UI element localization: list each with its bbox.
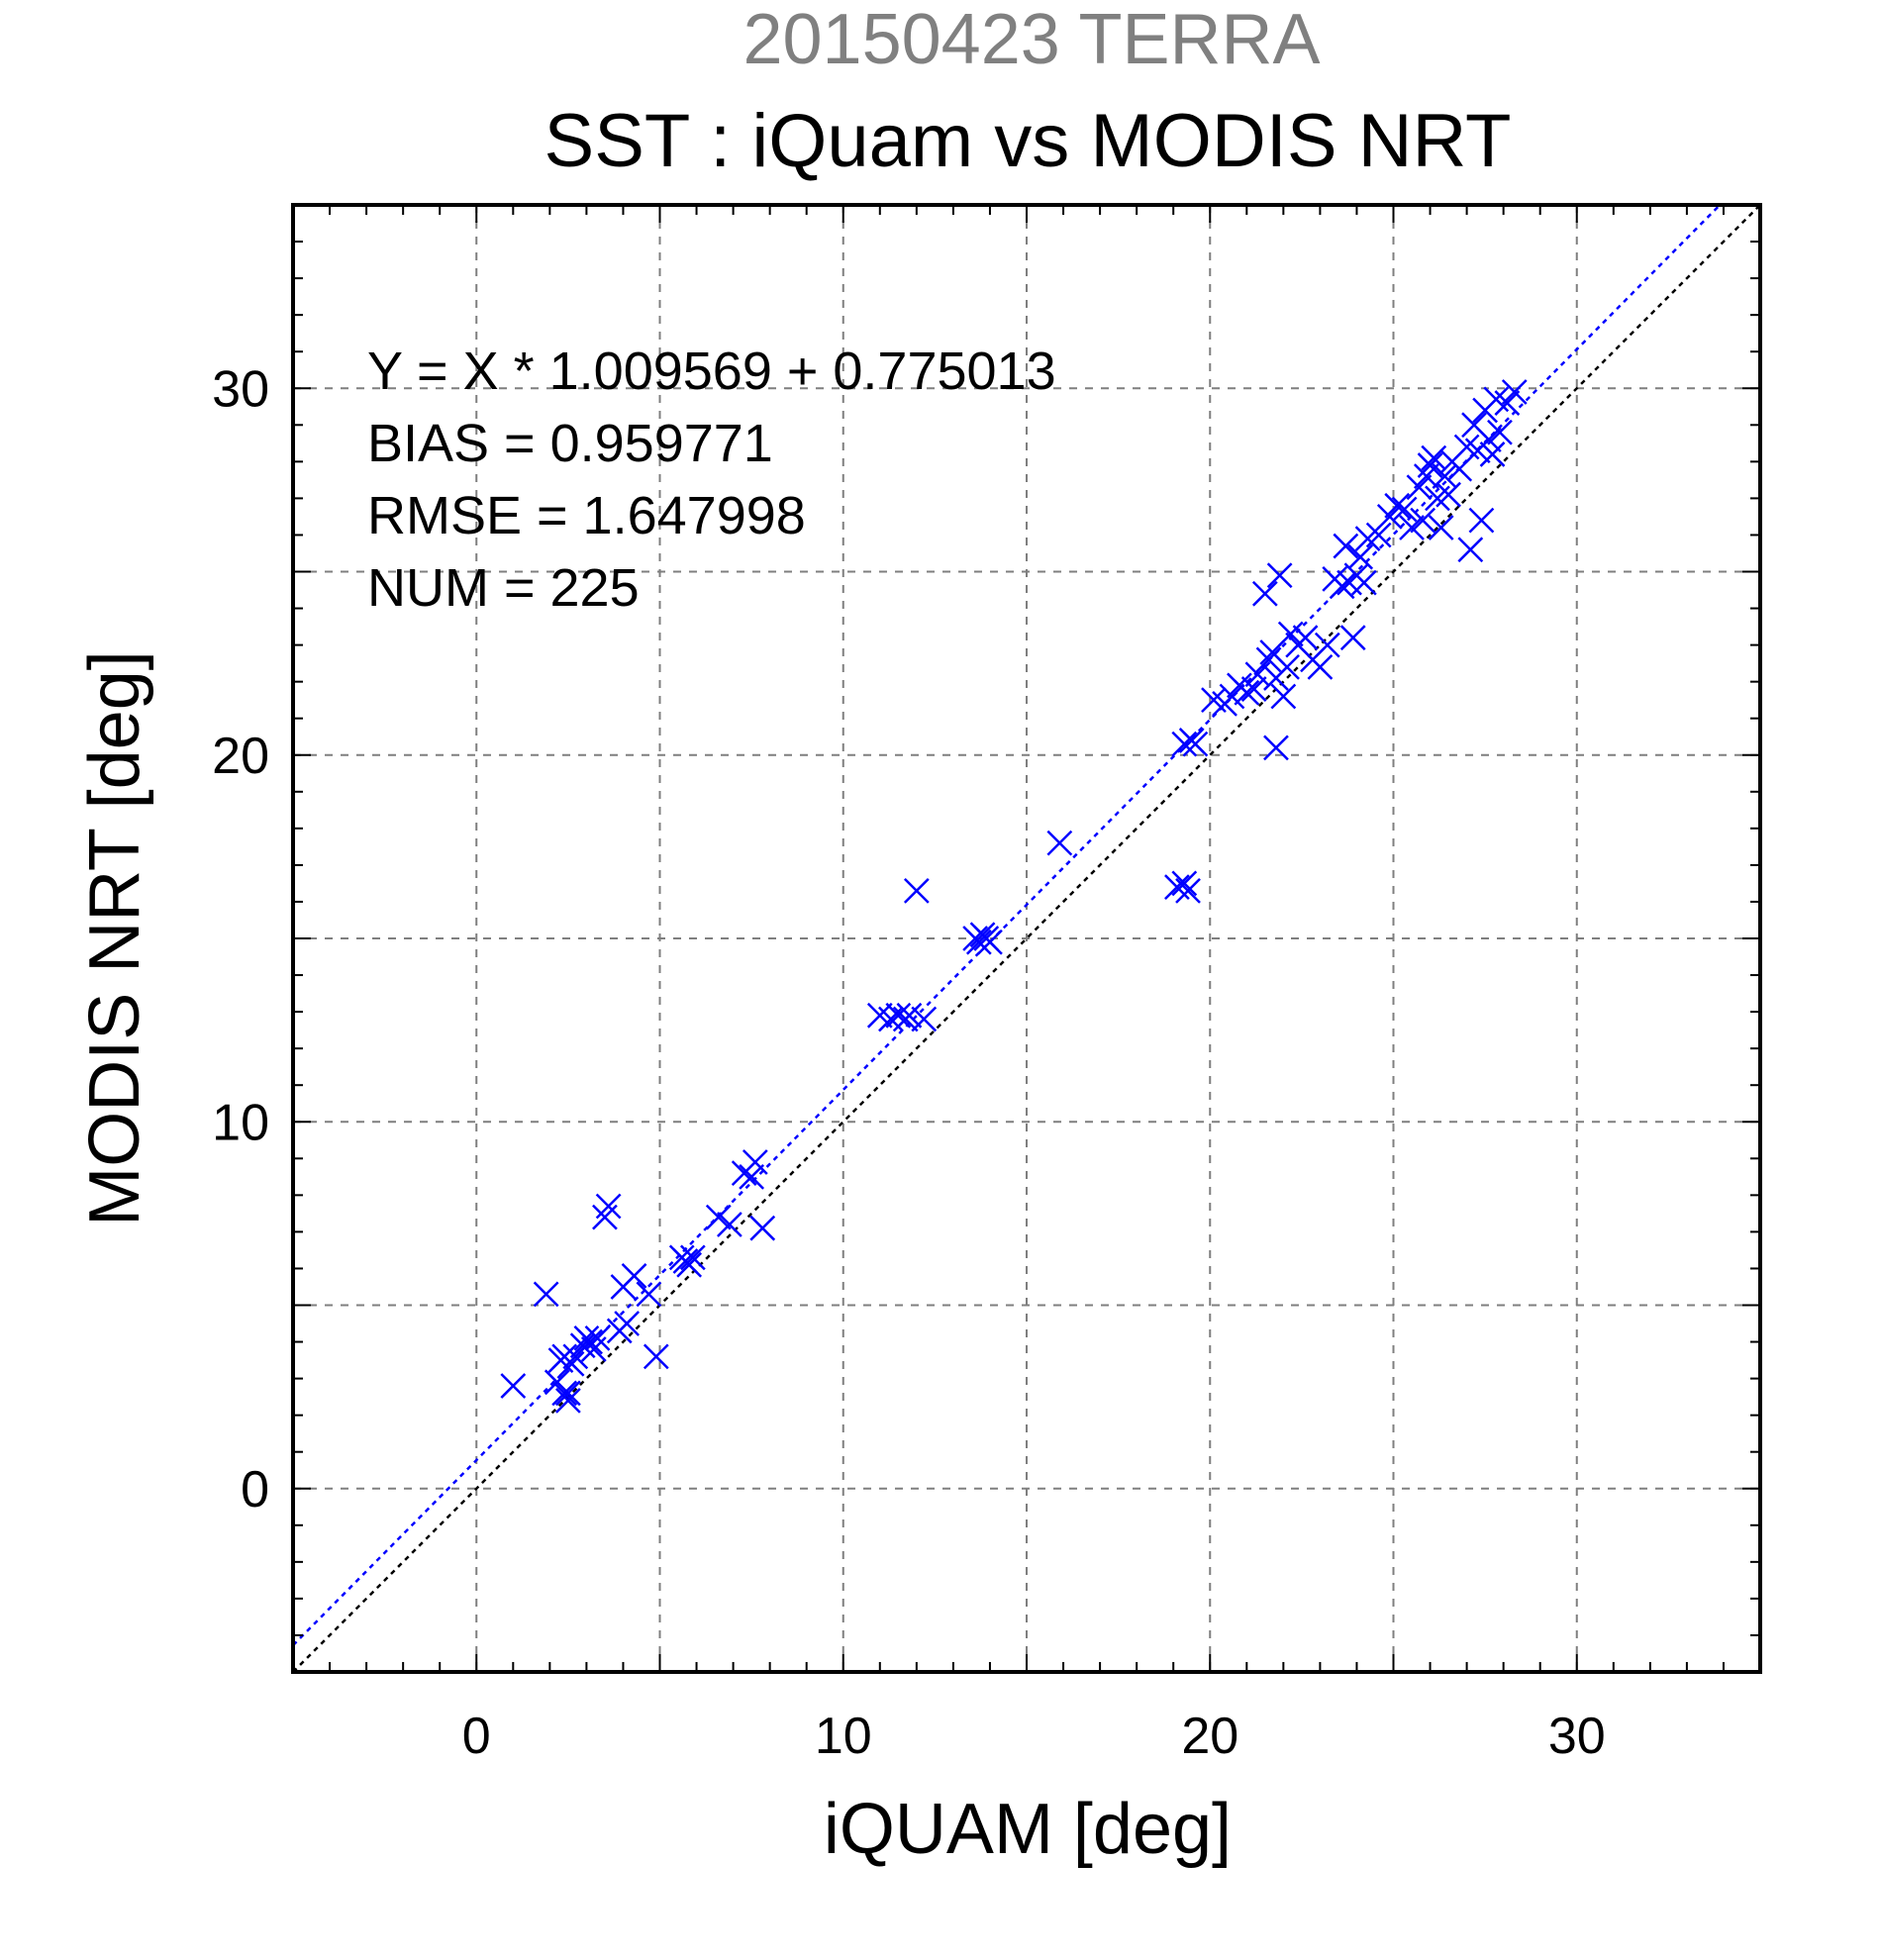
chart-title: SST : iQuam vs MODIS NRT xyxy=(544,99,1512,183)
x-tick-label: 10 xyxy=(815,1708,872,1765)
data-point xyxy=(554,1387,581,1414)
y-tick-labels: 0 10 20 30 xyxy=(212,360,269,1519)
data-point xyxy=(1255,646,1282,673)
data-point xyxy=(1307,653,1334,680)
data-point xyxy=(1384,492,1411,519)
chart-supertitle: 20150423 TERRA xyxy=(742,0,1320,79)
data-point xyxy=(1350,569,1377,596)
data-point xyxy=(621,1262,647,1289)
data-point xyxy=(584,1324,611,1351)
x-tick-labels: 0 10 20 30 xyxy=(462,1708,1606,1765)
y-tick-label: 0 xyxy=(241,1461,269,1519)
data-point xyxy=(977,929,1003,955)
data-point xyxy=(896,1002,923,1029)
data-point xyxy=(911,1006,938,1032)
data-point xyxy=(1333,533,1359,559)
data-point xyxy=(1046,830,1073,856)
data-point xyxy=(1266,562,1293,589)
data-point xyxy=(1329,573,1355,600)
data-point xyxy=(1263,735,1289,761)
data-point xyxy=(739,1163,765,1190)
x-tick-label: 20 xyxy=(1181,1708,1238,1765)
data-point xyxy=(1501,379,1528,405)
data-point xyxy=(1175,877,1201,904)
data-point xyxy=(558,1350,585,1377)
data-points xyxy=(500,379,1528,1414)
data-point xyxy=(595,1193,622,1220)
bias-value: BIAS = 0.959771 xyxy=(367,414,773,473)
data-point xyxy=(554,1380,581,1407)
data-point xyxy=(679,1244,706,1271)
regression-line xyxy=(292,204,1722,1646)
y-tick-label: 10 xyxy=(212,1094,269,1151)
data-point xyxy=(1347,543,1374,570)
data-point xyxy=(1479,441,1506,467)
data-point xyxy=(1171,870,1198,897)
plot-frame xyxy=(291,203,1762,1674)
x-tick-label: 0 xyxy=(462,1708,491,1765)
data-point xyxy=(1182,731,1209,757)
num-value: NUM = 225 xyxy=(367,558,640,618)
data-point xyxy=(1171,731,1198,757)
data-point xyxy=(500,1373,527,1399)
data-point xyxy=(965,929,992,955)
data-point xyxy=(1314,632,1340,658)
data-point xyxy=(1468,507,1495,534)
data-point xyxy=(717,1212,742,1237)
data-point xyxy=(551,1380,578,1407)
x-tick-label: 30 xyxy=(1548,1708,1606,1765)
data-point xyxy=(1391,496,1418,523)
data-point xyxy=(742,1149,768,1175)
x-axis-label: iQUAM [deg] xyxy=(824,1790,1232,1869)
y-axis-label: MODIS NRT [deg] xyxy=(75,650,154,1226)
y-tick-label: 30 xyxy=(212,360,269,418)
data-point xyxy=(1234,679,1260,706)
rmse-value: RMSE = 1.647998 xyxy=(367,486,806,545)
data-point xyxy=(643,1343,669,1370)
data-point xyxy=(903,877,930,904)
y-tick-label: 20 xyxy=(212,728,269,785)
data-point xyxy=(1457,537,1484,563)
data-point xyxy=(1436,481,1461,508)
data-point xyxy=(1274,653,1300,680)
data-point xyxy=(1399,515,1425,540)
data-point xyxy=(577,1328,603,1355)
data-point xyxy=(1410,507,1436,534)
data-point xyxy=(1487,419,1513,445)
data-point xyxy=(636,1281,662,1308)
data-point xyxy=(1240,676,1267,702)
data-point xyxy=(614,1311,641,1336)
stats-annotation: Y = X * 1.009569 + 0.775013 BIAS = 0.959… xyxy=(367,342,1056,618)
data-point xyxy=(1270,683,1297,710)
data-point xyxy=(1475,427,1502,453)
data-point xyxy=(705,1204,732,1230)
reference-lines xyxy=(292,204,1761,1673)
grid-lines xyxy=(293,205,1760,1672)
data-point xyxy=(749,1215,776,1241)
data-point xyxy=(1417,452,1443,478)
data-point xyxy=(1494,390,1521,416)
data-point xyxy=(676,1251,703,1278)
data-point xyxy=(1406,474,1433,501)
data-point xyxy=(1376,504,1403,530)
data-point xyxy=(1219,683,1245,710)
data-point xyxy=(1277,621,1304,647)
data-point xyxy=(885,1002,912,1029)
regression-equation: Y = X * 1.009569 + 0.775013 xyxy=(367,342,1056,401)
data-point xyxy=(1428,515,1454,540)
data-point xyxy=(533,1281,559,1308)
data-point xyxy=(1365,522,1392,548)
data-point xyxy=(1251,580,1278,607)
data-point xyxy=(1339,625,1366,651)
data-point xyxy=(1292,625,1319,651)
